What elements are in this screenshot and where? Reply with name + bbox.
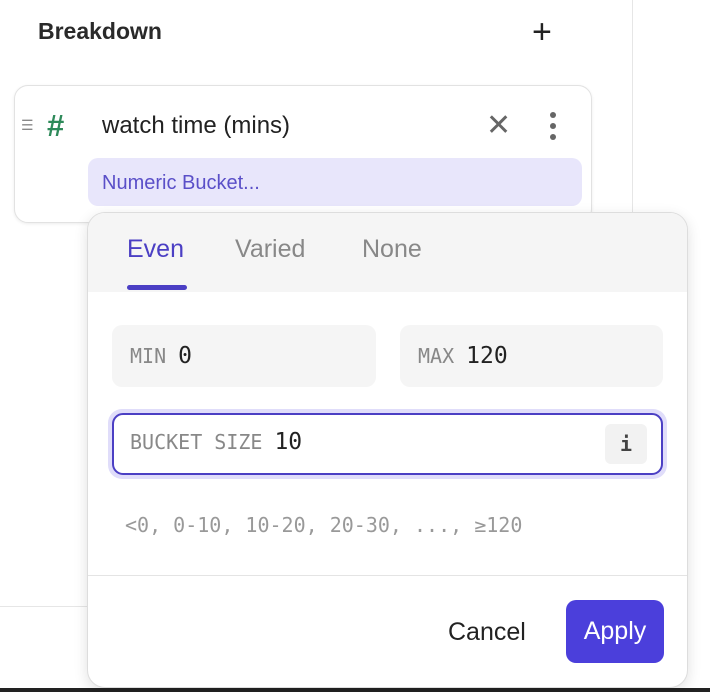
divider bbox=[88, 575, 687, 576]
max-input[interactable]: MAX 120 bbox=[400, 325, 663, 387]
bucket-preview: <0, 0-10, 10-20, 20-30, ..., ≥120 bbox=[125, 513, 523, 537]
min-value: 0 bbox=[178, 343, 192, 369]
hash-icon: # bbox=[47, 108, 65, 143]
plus-icon: + bbox=[532, 13, 552, 51]
bucket-tabs: Even Varied None bbox=[88, 213, 687, 292]
active-tab-indicator bbox=[127, 285, 187, 290]
taskbar-strip bbox=[0, 688, 710, 692]
min-label: MIN bbox=[130, 344, 167, 368]
bucket-size-label: BUCKET SIZE bbox=[130, 430, 263, 454]
min-input[interactable]: MIN 0 bbox=[112, 325, 376, 387]
bucket-size-value: 10 bbox=[274, 429, 303, 455]
bucket-size-input[interactable]: BUCKET SIZE 10 i bbox=[112, 413, 663, 475]
numeric-bucket-chip[interactable]: Numeric Bucket... bbox=[88, 158, 582, 206]
cancel-button[interactable]: Cancel bbox=[448, 618, 526, 646]
max-label: MAX bbox=[418, 344, 455, 368]
apply-button[interactable]: Apply bbox=[566, 600, 664, 663]
close-icon[interactable]: ✕ bbox=[486, 109, 512, 142]
divider bbox=[0, 606, 90, 607]
add-breakdown-button[interactable]: + bbox=[532, 12, 552, 52]
drag-handle-icon[interactable]: ☰ bbox=[21, 117, 34, 133]
more-vertical-icon[interactable] bbox=[543, 110, 563, 146]
info-icon[interactable]: i bbox=[605, 424, 647, 464]
section-title: Breakdown bbox=[38, 18, 162, 44]
tab-varied[interactable]: Varied bbox=[235, 235, 306, 263]
tab-none[interactable]: None bbox=[362, 235, 422, 263]
tab-even[interactable]: Even bbox=[127, 235, 184, 263]
max-value: 120 bbox=[466, 343, 508, 369]
bucket-size-focus-ring: BUCKET SIZE 10 i bbox=[108, 409, 667, 479]
bucket-popover: Even Varied None MIN 0 MAX 120 BUCKET SIZE… bbox=[87, 212, 688, 688]
property-name[interactable]: watch time (mins) bbox=[102, 112, 291, 139]
